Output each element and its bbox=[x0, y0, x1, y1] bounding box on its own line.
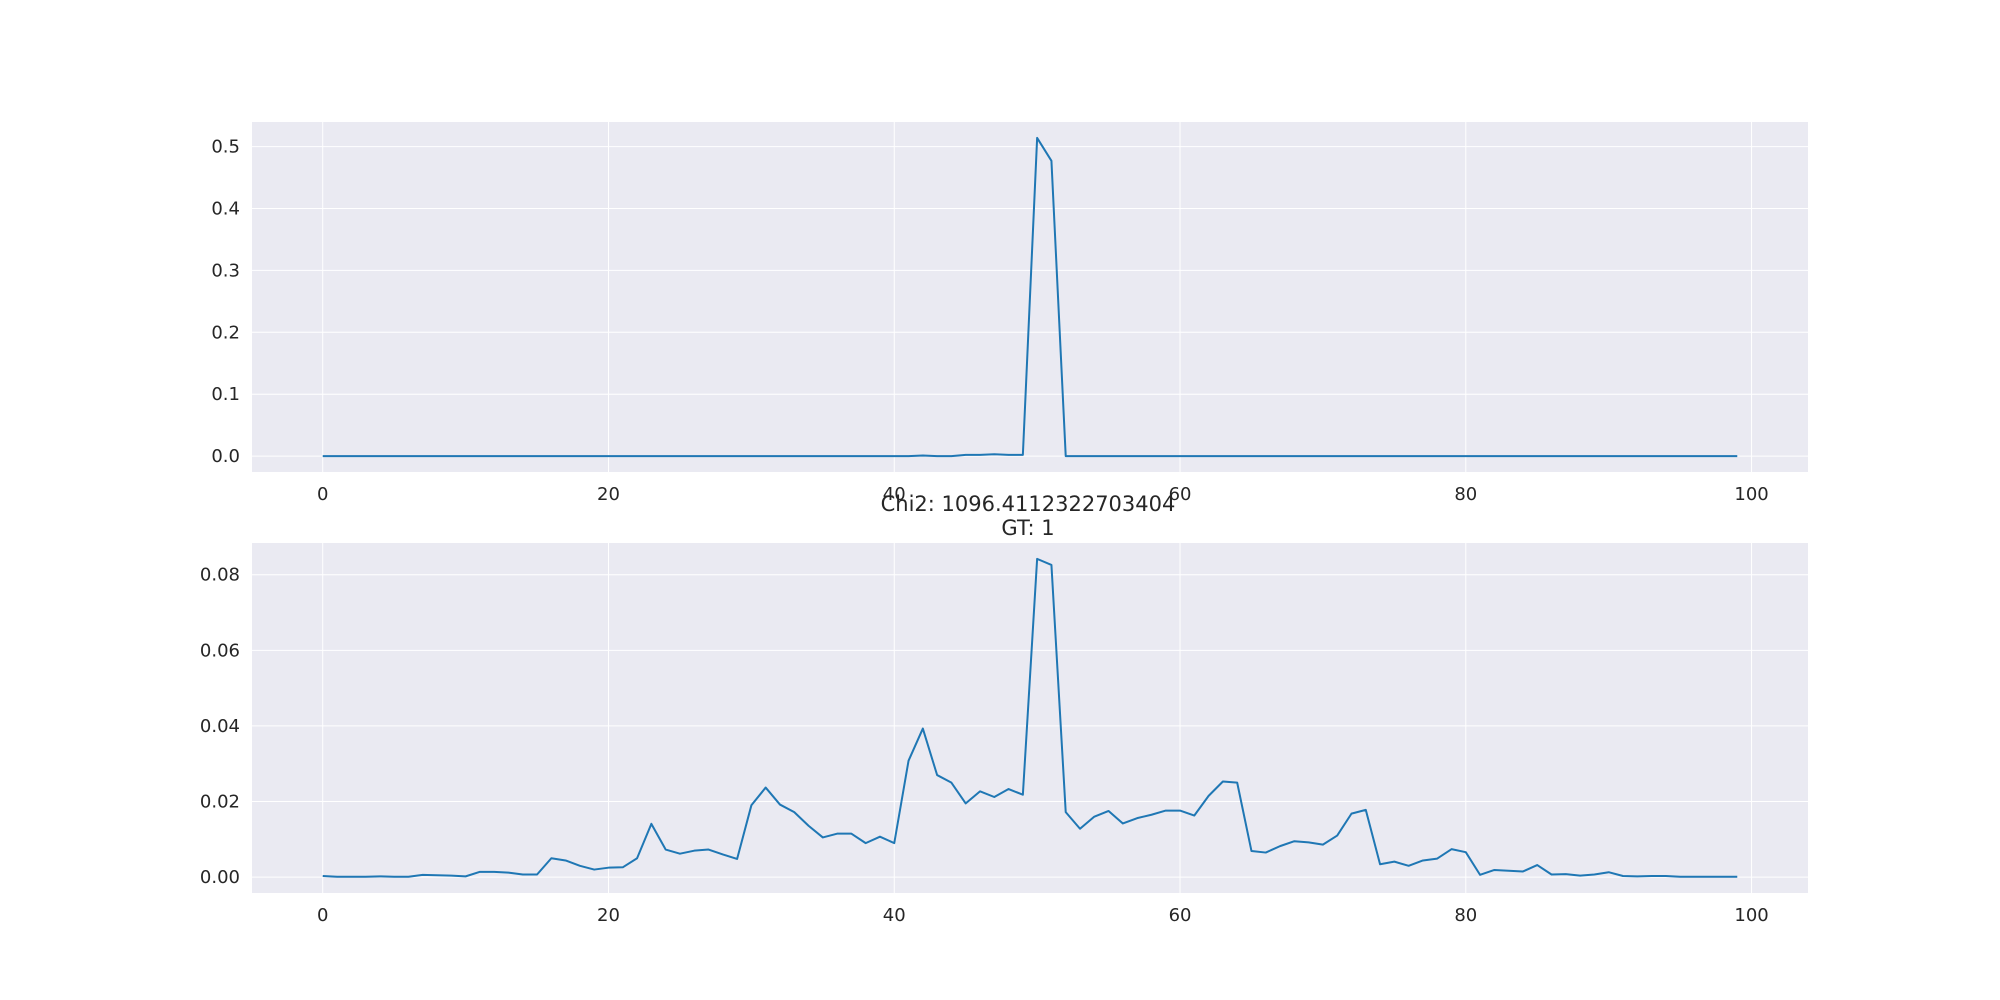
bottom-x-tick-label: 100 bbox=[1734, 905, 1768, 926]
top-x-tick-label: 60 bbox=[1169, 484, 1192, 505]
bottom-plot-title-line1: Chi2: 1096.4112322703404 bbox=[881, 492, 1176, 516]
top-series-line bbox=[322, 136, 1738, 458]
bottom-x-tick-label: 60 bbox=[1169, 905, 1192, 926]
bottom-plot-title-line2: GT: 1 bbox=[1001, 516, 1054, 540]
top-plot-panel: 0.0 0.1 0.2 0.3 0.4 0.5 0 20 40 60 80 100 bbox=[211, 122, 1808, 505]
top-x-tick-label: 0 bbox=[317, 484, 328, 505]
bottom-y-tick-label: 0.02 bbox=[200, 792, 240, 813]
top-x-tick-label: 100 bbox=[1734, 484, 1768, 505]
bottom-series-line bbox=[322, 557, 1738, 878]
bottom-y-tick-label: 0.04 bbox=[200, 716, 240, 737]
top-y-tick-label: 0.1 bbox=[211, 384, 240, 405]
bottom-x-tick-label: 0 bbox=[317, 905, 328, 926]
bottom-y-tick-label: 0.08 bbox=[200, 565, 240, 586]
top-x-tick-label: 80 bbox=[1454, 484, 1477, 505]
bottom-plot-panel: 0.00 0.02 0.04 0.06 0.08 0 20 40 60 80 100 bbox=[200, 543, 1808, 926]
bottom-x-tick-label: 40 bbox=[883, 905, 906, 926]
top-x-tick-label: 40 bbox=[883, 484, 906, 505]
bottom-y-tick-label: 0.00 bbox=[200, 867, 240, 888]
top-y-tick-label: 0.5 bbox=[211, 137, 240, 158]
bottom-x-tick-label: 80 bbox=[1454, 905, 1477, 926]
top-y-tick-label: 0.3 bbox=[211, 260, 240, 281]
top-y-tick-label: 0.0 bbox=[211, 446, 240, 467]
top-y-tick-label: 0.4 bbox=[211, 198, 240, 219]
top-y-tick-label: 0.2 bbox=[211, 322, 240, 343]
bottom-plot-background bbox=[252, 543, 1808, 893]
bottom-x-tick-label: 20 bbox=[597, 905, 620, 926]
top-x-tick-label: 20 bbox=[597, 484, 620, 505]
bottom-y-tick-label: 0.06 bbox=[200, 640, 240, 661]
